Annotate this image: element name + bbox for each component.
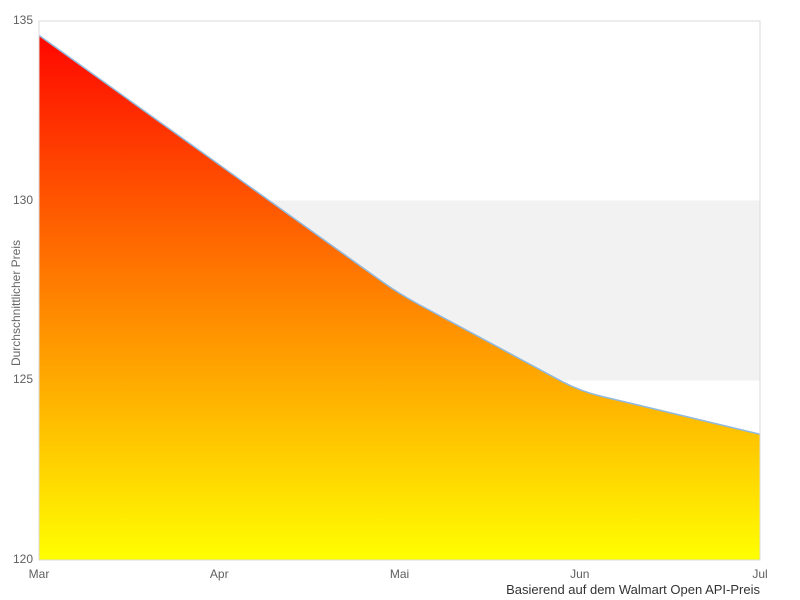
x-tick-label: Mar: [28, 567, 50, 581]
area-fill: [39, 35, 760, 560]
x-tick-label: Jul: [752, 567, 768, 581]
y-tick-label: 135: [12, 13, 33, 27]
y-tick-label: 130: [12, 192, 33, 207]
y-axis-title: Durchschnittlicher Preis: [9, 239, 23, 367]
y-tick-label: 125: [12, 372, 33, 387]
x-tick-label: Mai: [389, 567, 410, 581]
area-line: [38, 34, 761, 435]
chart-caption: Basierend auf dem Walmart Open API-Preis: [506, 582, 760, 597]
x-tick-label: Apr: [209, 567, 229, 581]
y-tick-label: 120: [12, 552, 33, 566]
plot-border: [38, 20, 761, 561]
x-tick-label: Jun: [570, 567, 590, 581]
